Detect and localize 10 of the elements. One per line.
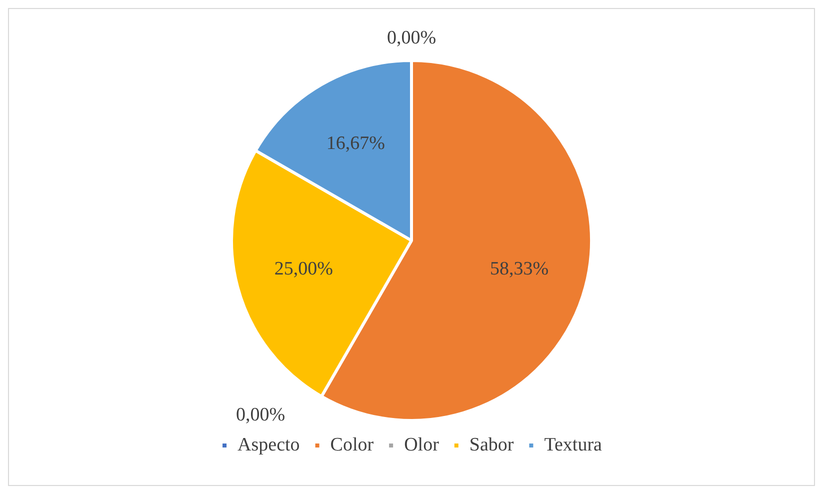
legend-label: Sabor — [469, 434, 514, 456]
data-label: 16,67% — [326, 132, 386, 154]
text: 0,00% — [386, 27, 436, 48]
legend-label: Aspecto — [238, 434, 300, 456]
legend-label: Olor — [404, 434, 440, 456]
data-label: 25,00% — [274, 258, 334, 280]
text: 0,00% — [236, 404, 286, 426]
data-label: 58,33% — [490, 258, 549, 280]
legend-label: Textura — [544, 434, 603, 456]
legend-label: Color — [330, 434, 374, 456]
